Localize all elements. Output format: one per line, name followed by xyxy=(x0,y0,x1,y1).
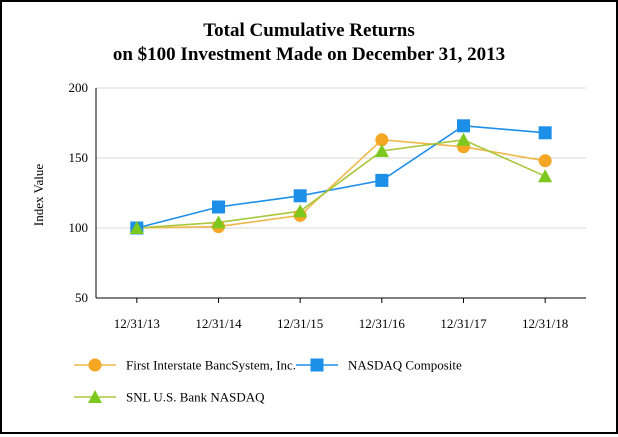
series-0-point-3 xyxy=(375,133,389,147)
series-0-point-5 xyxy=(538,154,552,168)
legend-marker-1 xyxy=(310,358,324,372)
legend-label-0: First Interstate BancSystem, Inc. xyxy=(126,358,296,373)
series-1-point-2 xyxy=(293,189,307,203)
legend-label-2: SNL U.S. Bank NASDAQ xyxy=(126,390,265,405)
series-2-point-5 xyxy=(538,169,553,183)
y-axis-label: Index Value xyxy=(31,164,46,226)
series-line-2 xyxy=(136,138,546,229)
plot-area: 50 100 150 200 12/31/13 12/31/14 12/31/15 12/31… xyxy=(69,80,586,331)
x-tick-label: 12/31/16 xyxy=(359,316,406,331)
series-2-point-2 xyxy=(293,204,308,218)
series-1-point-1 xyxy=(212,200,225,214)
legend: First Interstate BancSystem, Inc. NASDAQ … xyxy=(74,358,462,405)
chart-title-line-1: Total Cumulative Returns xyxy=(203,20,414,41)
series-1-point-4 xyxy=(457,119,470,133)
series-1-point-5 xyxy=(538,126,552,140)
chart: Total Cumulative Returns on $100 Investm… xyxy=(31,20,586,405)
legend-label-1: NASDAQ Composite xyxy=(348,358,462,373)
x-tick-label: 12/31/17 xyxy=(440,316,487,331)
x-tick-label: 12/31/15 xyxy=(277,316,323,331)
series-2-point-0 xyxy=(129,221,144,234)
y-tick-label: 50 xyxy=(75,290,88,305)
series-1-point-3 xyxy=(375,173,389,187)
chart-title-line-2: on $100 Investment Made on December 31, … xyxy=(113,44,505,65)
y-tick-label: 200 xyxy=(69,80,89,95)
y-tick-label: 150 xyxy=(69,150,89,165)
series-2-point-4 xyxy=(456,132,471,146)
x-tick-label: 12/31/14 xyxy=(195,316,242,331)
series-line-0 xyxy=(136,138,546,229)
series-2-point-1 xyxy=(211,215,226,229)
x-tick-label: 12/31/18 xyxy=(522,316,568,331)
legend-marker-2 xyxy=(88,390,102,403)
x-tick-label: 12/31/13 xyxy=(114,316,160,331)
legend-marker-0 xyxy=(88,358,102,372)
series-2-point-3 xyxy=(374,144,389,157)
y-tick-label: 100 xyxy=(69,220,89,235)
series-line-1 xyxy=(136,124,546,229)
